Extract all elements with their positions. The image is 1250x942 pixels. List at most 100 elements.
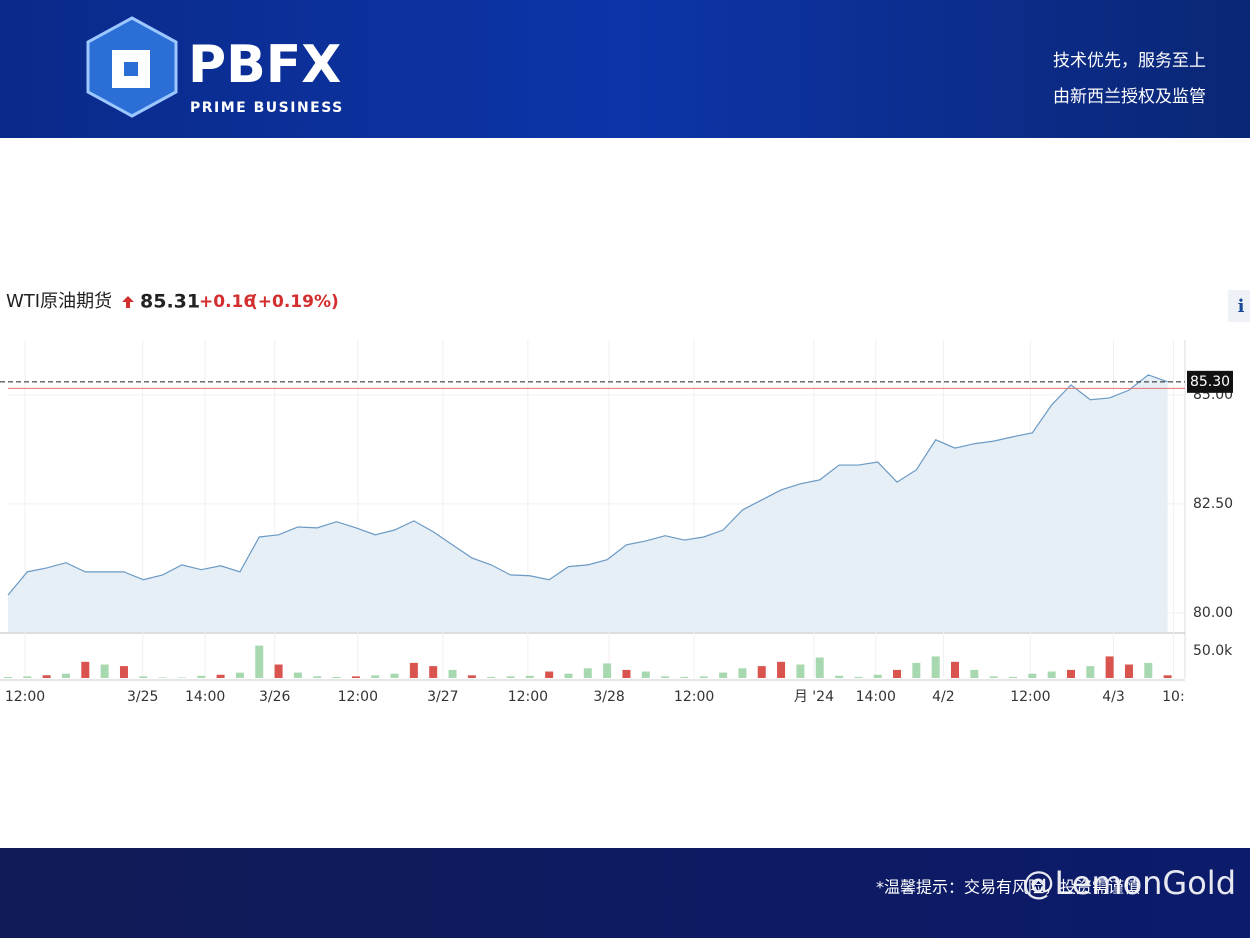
- volume-bar: [1144, 662, 1153, 678]
- volume-bar: [661, 676, 670, 678]
- volume-bar: [1124, 664, 1133, 678]
- volume-bar: [525, 675, 534, 678]
- info-button[interactable]: [1228, 290, 1250, 322]
- volume-bar: [970, 669, 979, 678]
- quote-name: WTI原油期货: [6, 291, 112, 312]
- y-tick-label: 80.00: [1193, 605, 1233, 621]
- volume-bar: [177, 677, 186, 678]
- volume-bar: [951, 661, 960, 678]
- x-tick-label: 12:00: [508, 689, 548, 705]
- volume-bar: [42, 675, 51, 678]
- quote-change-pct: (+0.19%): [250, 292, 339, 312]
- volume-bar: [429, 666, 438, 678]
- volume-bar: [1105, 656, 1114, 678]
- x-tick-label: 12:00: [5, 689, 45, 705]
- x-tick-label: 4/2: [932, 689, 955, 705]
- volume-bar: [1047, 671, 1056, 678]
- volume-bar: [4, 676, 12, 678]
- volume-bar: [332, 676, 341, 678]
- volume-bar: [313, 676, 322, 678]
- volume-bar: [757, 666, 766, 678]
- logo-text: PBFX: [188, 35, 341, 95]
- volume-bar: [448, 669, 457, 678]
- volume-bar: [1066, 669, 1075, 678]
- x-tick-label: 10:: [1162, 689, 1185, 705]
- volume-bar: [467, 675, 476, 678]
- volume-bar: [893, 669, 902, 678]
- volume-bar: [1028, 673, 1037, 678]
- last-price-label: 85.30: [1190, 374, 1230, 390]
- tagline: 由新西兰授权及监管: [1053, 87, 1206, 107]
- x-tick-label: 月 '24: [794, 689, 834, 705]
- tagline: 技术优先，服务至上: [1053, 51, 1206, 71]
- volume-bar: [873, 674, 882, 678]
- volume-bar: [158, 677, 167, 678]
- volume-bar: [139, 676, 148, 678]
- volume-bar: [216, 674, 225, 678]
- x-tick-label: 3/28: [593, 689, 624, 705]
- volume-bar: [506, 676, 515, 678]
- volume-bar: [912, 662, 921, 678]
- volume-bar: [1086, 666, 1095, 678]
- volume-bar: [274, 664, 283, 678]
- volume-bar: [989, 676, 998, 678]
- volume-bar: [255, 645, 264, 678]
- volume-bar: [719, 672, 728, 678]
- volume-bar: [854, 676, 863, 678]
- quote-price: 85.31: [140, 291, 200, 313]
- quote-change: +0.16: [199, 292, 255, 312]
- x-tick-label: 4/3: [1102, 689, 1125, 705]
- volume-bar: [293, 672, 302, 678]
- volume-bar: [235, 672, 244, 678]
- volume-bar: [583, 668, 592, 678]
- volume-bar: [680, 676, 689, 678]
- x-tick-label: 14:00: [856, 689, 896, 705]
- volume-tick-label: 50.0k: [1193, 643, 1233, 659]
- volume-bar: [487, 676, 496, 678]
- volume-bar: [23, 676, 32, 678]
- footer-bar: [0, 848, 1250, 938]
- price-line: [7, 374, 1168, 596]
- x-tick-label: 3/26: [259, 689, 291, 705]
- volume-bar: [1163, 675, 1172, 678]
- area-fill: [8, 374, 1168, 632]
- plot: 12:00 3/25 14:00 3/26 12:00 3/27 12:00 3/28 12:0…: [0, 340, 1233, 705]
- x-tick-label: 3/25: [127, 689, 158, 705]
- footer-notice: *温馨提示：交易有风险，投资需谨慎: [876, 878, 1140, 897]
- x-tick-label: 12:00: [338, 689, 378, 705]
- volume-bar: [641, 671, 650, 678]
- volume-bar: [61, 673, 70, 678]
- volume-bar: [390, 673, 399, 678]
- x-tick-label: 12:00: [1010, 689, 1050, 705]
- volume-bar: [796, 664, 805, 678]
- logo-hole: [124, 62, 138, 76]
- volume-bar: [100, 664, 109, 678]
- volume-bar: [835, 675, 844, 678]
- volume-bar: [564, 673, 573, 678]
- header-bar: [0, 0, 1250, 138]
- info-icon[interactable]: i: [1238, 296, 1245, 317]
- x-tick-label: 12:00: [674, 689, 714, 705]
- volume-bar: [738, 668, 747, 678]
- volume-bar: [622, 669, 631, 678]
- volume-bar: [119, 666, 128, 678]
- y-tick-label: 82.50: [1193, 496, 1233, 512]
- volume-bar: [699, 676, 708, 678]
- volume-bar: [1008, 676, 1017, 678]
- volume-bar: [777, 661, 786, 678]
- last-price-tag: [1187, 370, 1233, 393]
- volume-bar: [197, 675, 206, 678]
- volume-bar: [351, 676, 360, 678]
- volume-bar: [81, 661, 90, 678]
- x-tick-label: 3/27: [427, 689, 458, 705]
- watermark: @LemonGold: [1022, 864, 1236, 902]
- x-tick-label: 14:00: [185, 689, 225, 705]
- volume-bar: [931, 656, 940, 678]
- volume-bar: [371, 675, 380, 678]
- logo-sub: PRIME BUSINESS: [190, 100, 344, 116]
- volume-bar: [409, 662, 418, 678]
- up-arrow: [122, 296, 134, 308]
- volume-bar: [545, 671, 554, 678]
